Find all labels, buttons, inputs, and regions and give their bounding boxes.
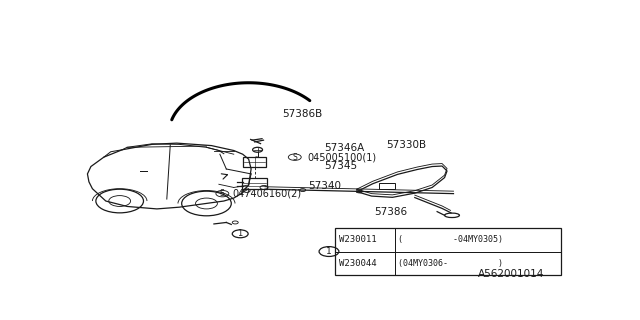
Text: S: S <box>220 189 225 198</box>
Text: (04MY0306-          ): (04MY0306- ) <box>398 259 503 268</box>
Text: W230011: W230011 <box>339 235 377 244</box>
Text: 57346A: 57346A <box>324 143 364 153</box>
Text: 57386B: 57386B <box>282 108 323 118</box>
Bar <box>335 228 561 275</box>
Text: 57340: 57340 <box>308 180 341 190</box>
Text: 57330B: 57330B <box>387 140 427 150</box>
Text: 045005100(1): 045005100(1) <box>307 152 376 162</box>
Text: S: S <box>292 153 297 162</box>
Text: A562001014: A562001014 <box>478 269 545 279</box>
Text: W230044: W230044 <box>339 259 377 268</box>
Text: 047406160(2): 047406160(2) <box>233 188 302 199</box>
Text: 57345: 57345 <box>324 161 357 171</box>
Text: (          -04MY0305): ( -04MY0305) <box>398 235 503 244</box>
Text: 1: 1 <box>237 229 243 238</box>
Text: 1: 1 <box>326 247 332 256</box>
Text: 57386: 57386 <box>374 207 407 217</box>
